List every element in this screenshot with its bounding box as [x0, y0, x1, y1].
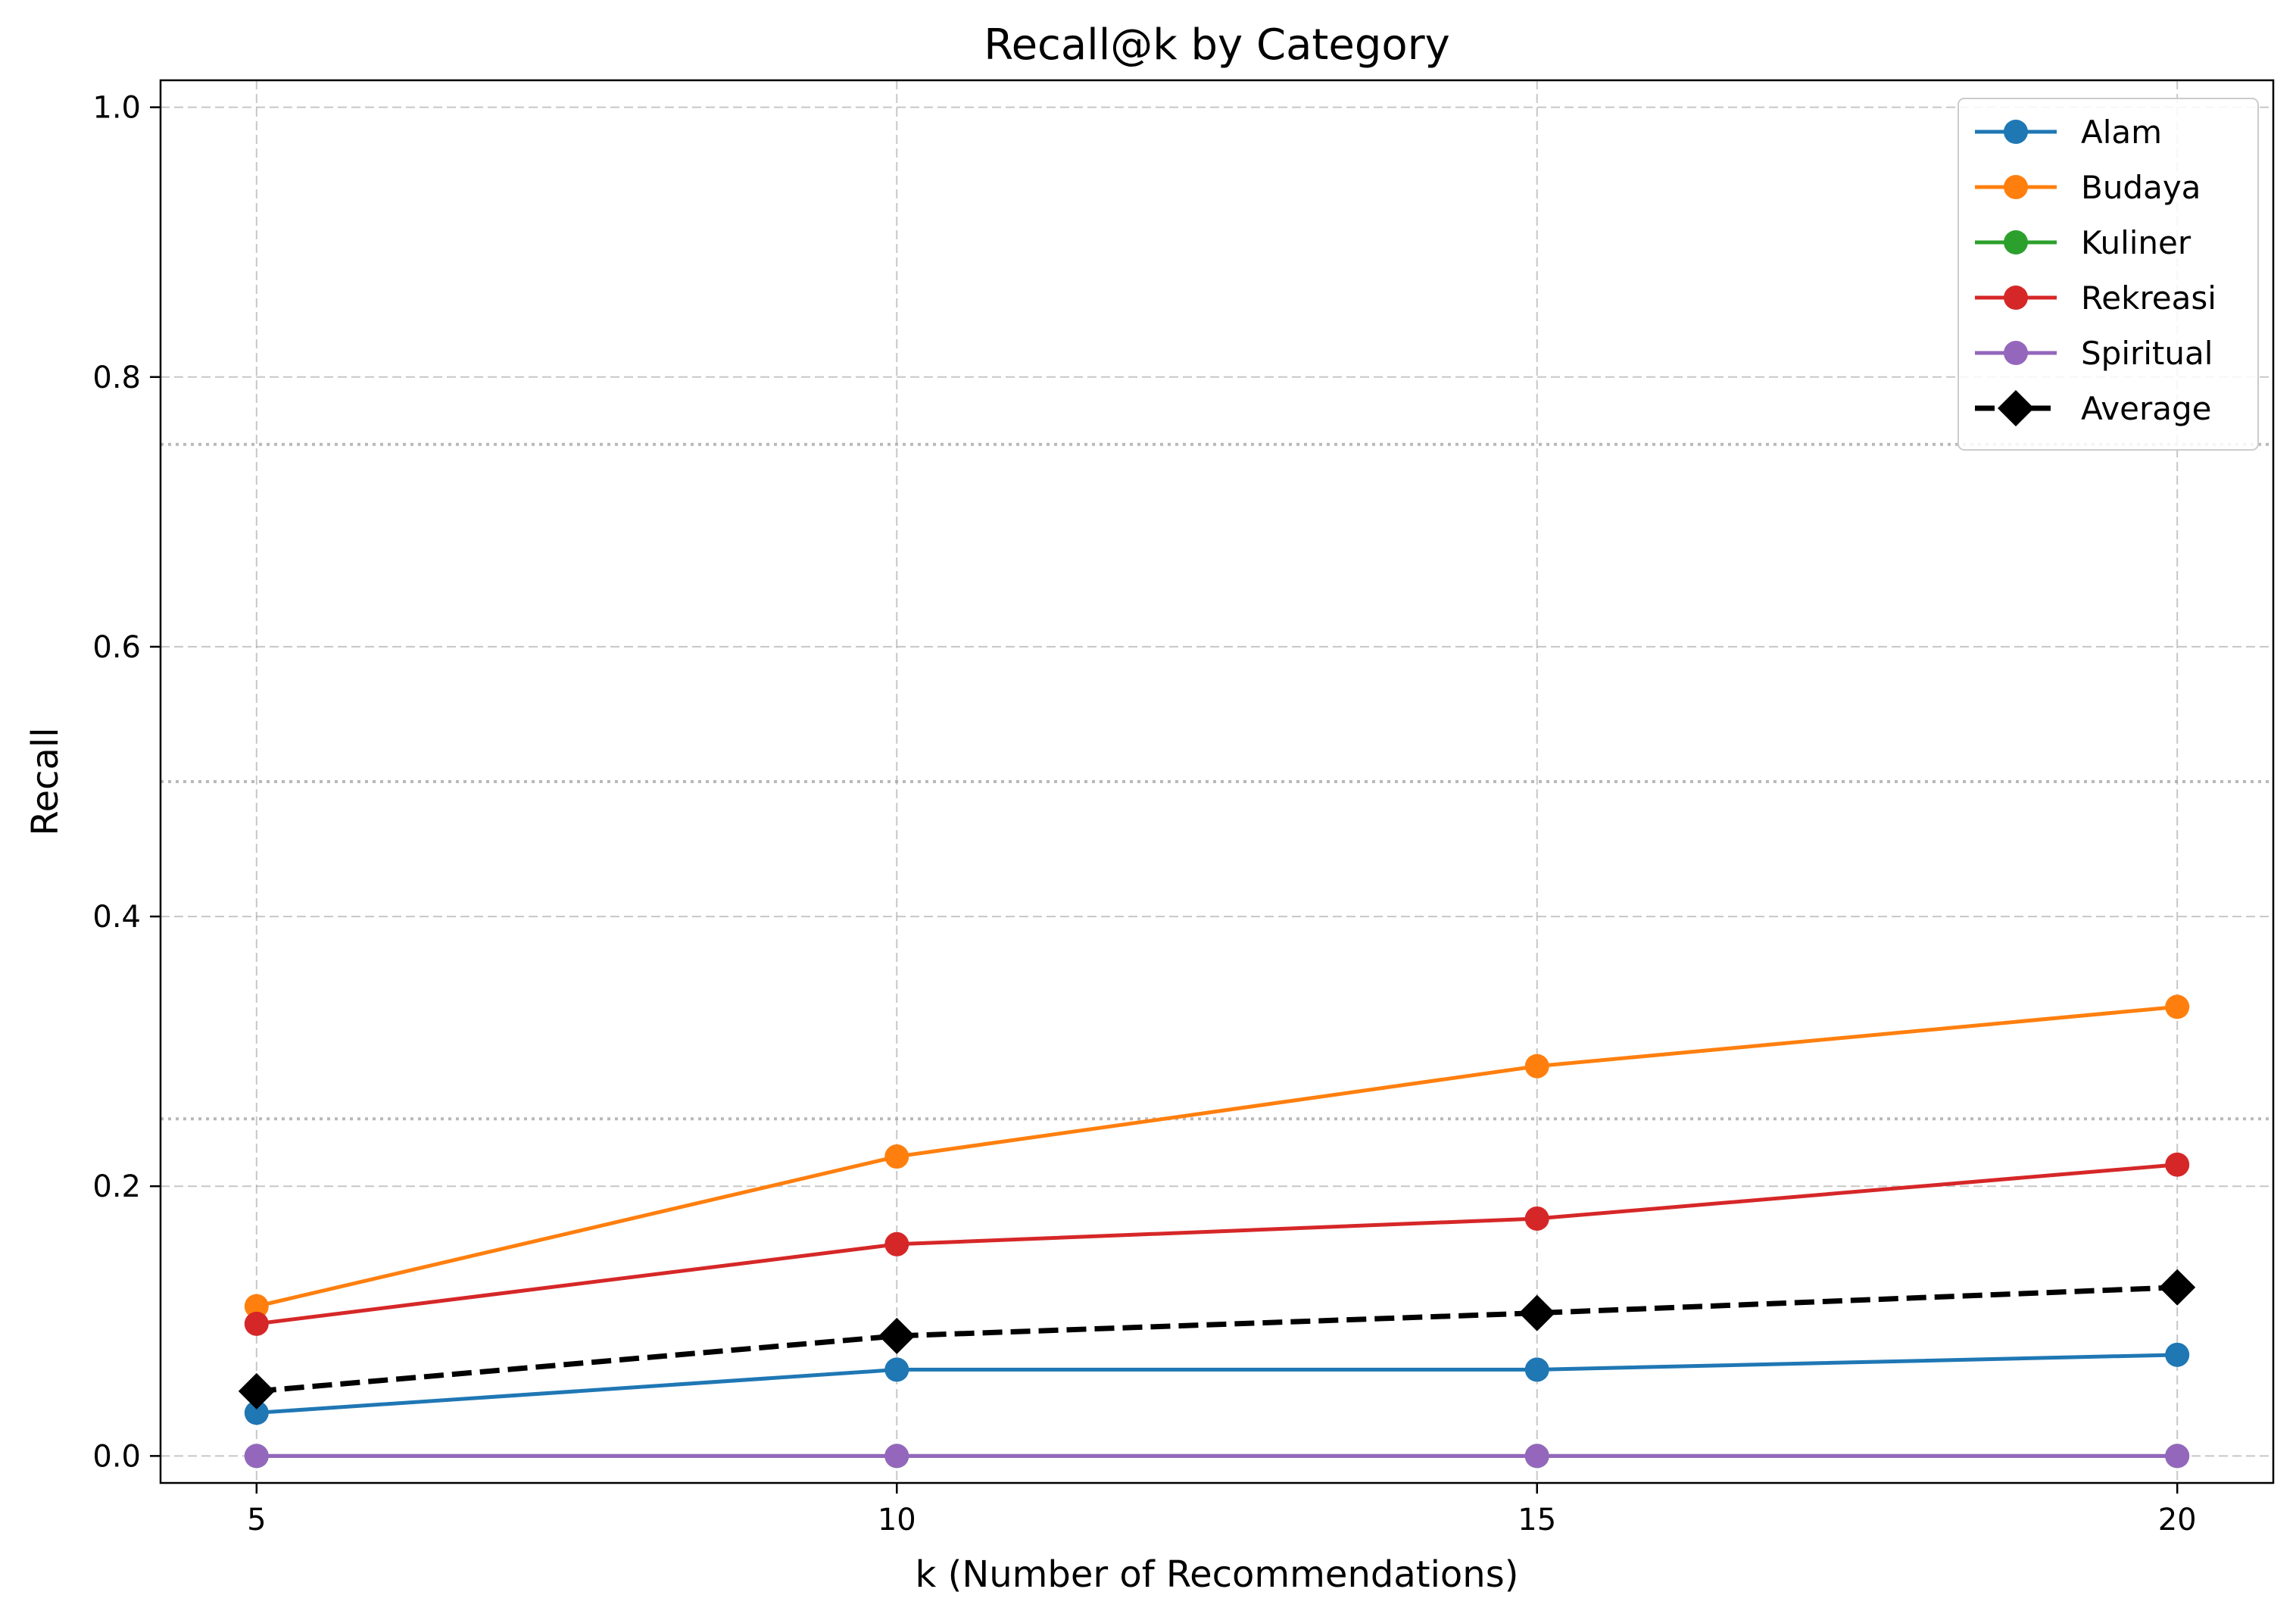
data-point-spiritual	[2165, 1444, 2190, 1469]
data-point-spiritual	[1524, 1444, 1549, 1469]
data-point-budaya	[1524, 1054, 1549, 1079]
legend-marker-rekreasi	[2004, 286, 2028, 310]
data-point-spiritual	[884, 1444, 909, 1469]
data-point-alam	[884, 1357, 909, 1382]
legend-label-rekreasi: Rekreasi	[2081, 279, 2216, 317]
data-point-average	[1518, 1294, 1555, 1331]
y-tick-label: 0.2	[92, 1169, 141, 1204]
y-tick-label: 1.0	[92, 91, 141, 126]
legend-label-spiritual: Spiritual	[2081, 335, 2213, 372]
data-point-average	[878, 1317, 916, 1354]
legend: Alam Budaya Kuliner Rekreasi Spiritual Averag…	[1958, 98, 2259, 451]
data-point-rekreasi	[884, 1231, 909, 1256]
data-point-alam	[244, 1400, 269, 1425]
data-point-rekreasi	[244, 1311, 269, 1336]
y-tick-label: 0.0	[92, 1439, 141, 1474]
x-tick-label: 15	[1518, 1503, 1556, 1537]
y-axis-label: Recall	[24, 727, 67, 835]
data-point-spiritual	[244, 1444, 269, 1469]
legend-marker-spiritual	[2004, 341, 2028, 365]
data-point-average	[2159, 1269, 2196, 1306]
series-line-rekreasi	[256, 1163, 2178, 1326]
data-point-average	[238, 1372, 275, 1409]
x-tick-label: 10	[878, 1503, 916, 1537]
series-layer	[238, 994, 2196, 1469]
x-tick-label: 5	[247, 1503, 266, 1537]
data-point-alam	[2165, 1342, 2190, 1367]
data-point-budaya	[884, 1144, 909, 1169]
data-point-rekreasi	[2165, 1152, 2190, 1177]
chart-title: Recall@k by Category	[984, 20, 1450, 70]
plot-frame	[159, 79, 2275, 1484]
series-line-average	[256, 1285, 2178, 1394]
legend-label-budaya: Budaya	[2081, 169, 2201, 206]
legend-marker-average	[1998, 390, 2034, 426]
legend-label-average: Average	[2081, 390, 2211, 427]
y-tick-label: 0.6	[92, 630, 141, 665]
series-line-budaya	[256, 1004, 2178, 1309]
y-tick-label: 0.8	[92, 361, 141, 395]
data-point-budaya	[2165, 994, 2190, 1019]
legend-label-alam: Alam	[2081, 114, 2162, 151]
data-point-alam	[1524, 1357, 1549, 1382]
y-tick-label: 0.4	[92, 900, 141, 935]
legend-label-kuliner: Kuliner	[2081, 224, 2191, 261]
legend-marker-kuliner	[2004, 230, 2028, 254]
tick-layer: 5 10 15 20 0.0 0.2 0.4 0.6 0.8 1.0	[92, 91, 2196, 1537]
data-point-rekreasi	[1524, 1206, 1549, 1231]
legend-marker-budaya	[2004, 175, 2028, 199]
legend-marker-alam	[2004, 120, 2028, 144]
x-tick-label: 20	[2158, 1503, 2197, 1537]
series-line-alam	[256, 1353, 2178, 1415]
data-point-budaya	[244, 1294, 269, 1319]
x-axis-label: k (Number of Recommendations)	[916, 1553, 1519, 1596]
